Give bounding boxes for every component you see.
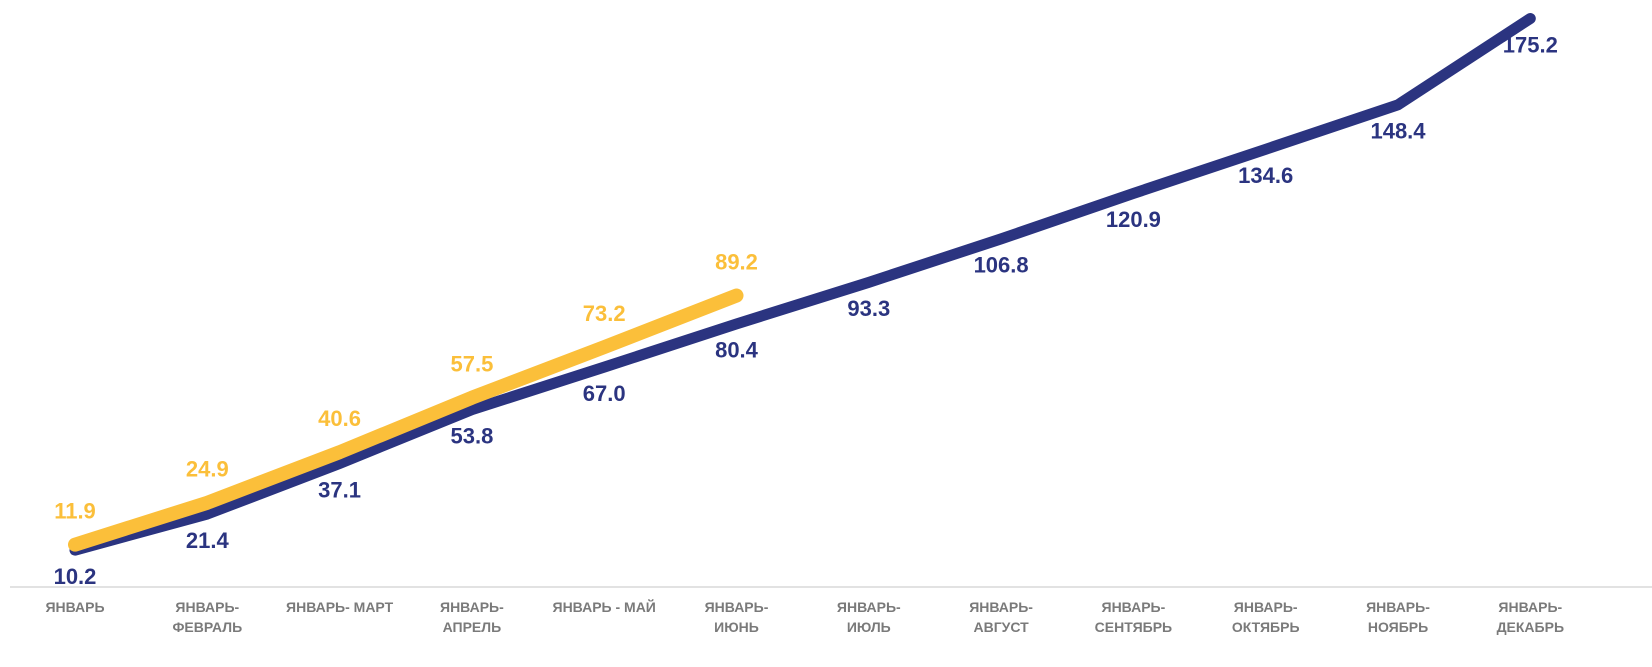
data-label: 80.4 (715, 338, 759, 363)
x-tick-label: ЯНВАРЬ- ИЮЛЬ (836, 599, 901, 635)
data-label: 57.5 (450, 352, 493, 377)
data-label: 106.8 (974, 253, 1029, 278)
data-label: 120.9 (1106, 207, 1161, 232)
data-label: 67.0 (583, 381, 626, 406)
data-label: 10.2 (54, 564, 97, 589)
data-label: 73.2 (583, 301, 626, 326)
data-label: 93.3 (847, 296, 890, 321)
data-label: 37.1 (318, 477, 361, 502)
data-label: 134.6 (1238, 163, 1293, 188)
x-tick-label: ЯНВАРЬ- ФЕВРАЛЬ (172, 599, 243, 635)
data-label: 21.4 (186, 528, 230, 553)
x-tick-label: ЯНВАРЬ (45, 599, 105, 615)
x-tick-label: ЯНВАРЬ- СЕНТЯБРЬ (1094, 599, 1173, 635)
x-tick-label: ЯНВАРЬ- ИЮНЬ (704, 599, 769, 635)
x-tick-label: ЯНВАРЬ- ОКТЯБРЬ (1231, 599, 1300, 635)
data-label: 11.9 (54, 498, 96, 523)
series-line (68, 288, 744, 552)
data-label: 40.6 (318, 406, 361, 431)
series-line (69, 12, 1536, 556)
data-label: 24.9 (186, 457, 229, 482)
x-tick-label: ЯНВАРЬ- НОЯБРЬ (1366, 599, 1430, 635)
x-tick-label: ЯНВАРЬ- ДЕКАБРЬ (1496, 599, 1565, 635)
x-tick-label: ЯНВАРЬ- МАРТ (286, 599, 394, 615)
x-tick-label: ЯНВАРЬ- АПРЕЛЬ (440, 599, 504, 635)
data-label: 175.2 (1503, 32, 1558, 57)
data-label: 148.4 (1370, 119, 1426, 144)
data-label: 53.8 (450, 423, 493, 448)
data-label: 89.2 (715, 249, 758, 274)
x-tick-label: ЯНВАРЬ- АВГУСТ (969, 599, 1033, 635)
x-tick-label: ЯНВАРЬ - МАЙ (552, 599, 656, 615)
